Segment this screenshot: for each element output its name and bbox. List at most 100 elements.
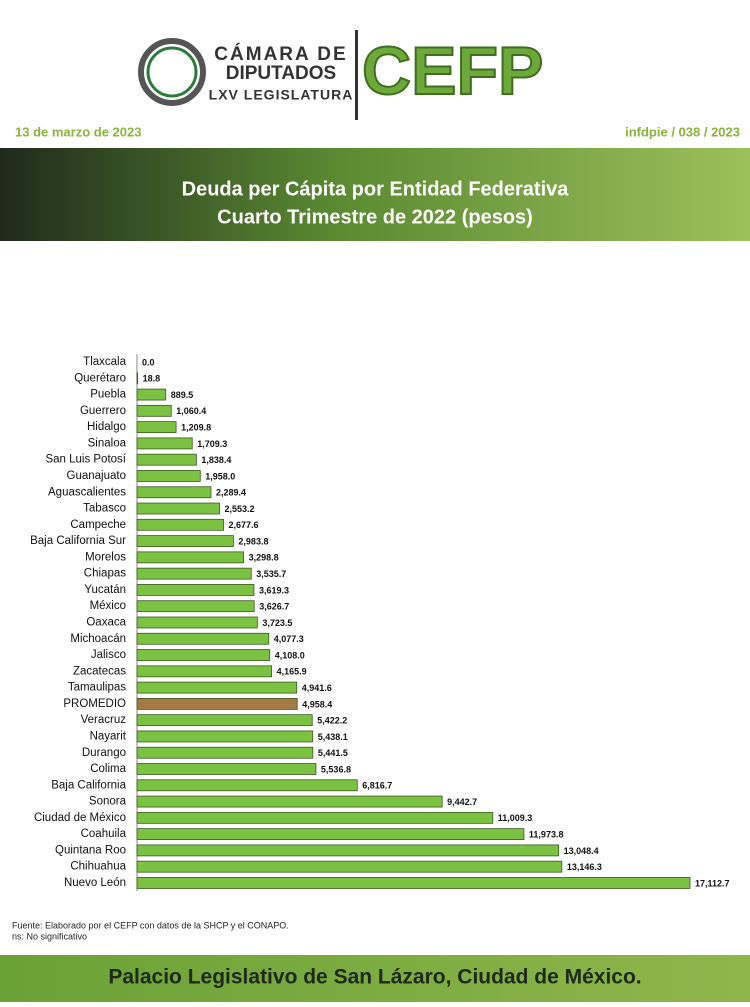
- y-tick-label: Guanajuato: [67, 470, 126, 482]
- y-tick-label: Chihuahua: [70, 861, 126, 873]
- y-tick-label: Coahuila: [81, 828, 127, 840]
- value-label: 9,442.7: [447, 797, 477, 807]
- value-label: 6,816.7: [362, 781, 392, 791]
- chart-title: Deuda per Cápita por Entidad Federativa: [182, 178, 570, 200]
- date: 13 de marzo de 2023: [15, 124, 141, 139]
- bar: [136, 535, 234, 547]
- value-label: 5,441.5: [318, 748, 348, 758]
- bar: [136, 665, 273, 678]
- bar: [136, 551, 245, 564]
- bar: [136, 730, 314, 743]
- bar: [136, 649, 271, 661]
- y-tick-label: Tlaxcala: [83, 356, 126, 368]
- value-label: 13,146.3: [567, 862, 602, 872]
- value-label: 5,536.8: [321, 764, 351, 774]
- bar: [136, 616, 258, 629]
- y-tick-label: Nayarit: [90, 730, 127, 742]
- bar: [136, 584, 255, 596]
- y-tick-label: Quintana Roo: [55, 844, 126, 856]
- y-tick-label: San Luis Potosí: [45, 454, 126, 466]
- bar: [136, 681, 298, 694]
- y-tick-label: Durango: [82, 747, 126, 759]
- y-tick-label: Yucatán: [84, 584, 126, 596]
- value-label: 3,626.7: [259, 602, 289, 612]
- value-label: 11,973.8: [529, 829, 564, 839]
- y-tick-label: Baja California: [51, 779, 126, 791]
- value-label: 3,298.8: [249, 553, 279, 563]
- y-tick-label: Hidalgo: [87, 421, 126, 433]
- value-label: 2,553.2: [225, 504, 255, 514]
- bar: [136, 860, 563, 873]
- y-tick-label: Sonora: [89, 796, 127, 808]
- bar: [136, 697, 298, 710]
- logo-text: LXV LEGISLATURA: [209, 87, 354, 103]
- note: ns: No significativo: [12, 931, 87, 941]
- divider: [355, 30, 358, 120]
- value-label: 13,048.4: [564, 846, 599, 856]
- bar: [136, 632, 270, 645]
- chart-subtitle: Cuarto Trimestre de 2022 (pesos): [217, 206, 533, 228]
- bar: [136, 746, 314, 759]
- value-label: 17,112.7: [695, 878, 730, 888]
- value-label: 2,677.6: [229, 520, 259, 530]
- logo-text: CÁMARA DE: [214, 43, 347, 65]
- value-label: 4,108.0: [275, 650, 305, 660]
- value-label: 4,958.4: [302, 699, 332, 709]
- value-label: 1,838.4: [201, 455, 231, 465]
- value-label: 1,709.3: [197, 439, 227, 449]
- value-label: 2,289.4: [216, 488, 246, 498]
- value-label: 4,941.6: [302, 683, 332, 693]
- value-label: 5,438.1: [318, 732, 348, 742]
- bar: [136, 486, 212, 499]
- footer-text: Palacio Legislativo de San Lázaro, Ciuda…: [108, 966, 641, 989]
- value-label: 1,209.8: [181, 422, 211, 432]
- logo-text: DIPUTADOS: [226, 63, 336, 84]
- value-label: 3,619.3: [259, 585, 289, 595]
- value-label: 3,535.7: [256, 569, 286, 579]
- y-tick-label: PROMEDIO: [63, 698, 126, 710]
- value-label: 0.0: [142, 357, 155, 367]
- footer-band: [0, 955, 750, 1002]
- bar: [136, 811, 494, 824]
- y-tick-label: Nuevo León: [64, 877, 126, 889]
- bar: [136, 844, 560, 857]
- value-label: 5,422.2: [317, 716, 347, 726]
- y-tick-label: Guerrero: [80, 405, 126, 417]
- reference: infdpie / 038 / 2023: [625, 124, 740, 139]
- bar: [136, 437, 193, 450]
- bar: [136, 470, 201, 482]
- logo-emblem: [138, 38, 206, 106]
- y-tick-label: Jalisco: [91, 649, 126, 661]
- y-tick-label: Colima: [90, 763, 126, 775]
- y-tick-label: Morelos: [85, 551, 126, 563]
- bar: [136, 567, 252, 580]
- value-label: 1,060.4: [176, 406, 206, 416]
- bar: [136, 877, 691, 889]
- y-tick-label: Aguascalientes: [48, 486, 126, 498]
- note: Fuente: Elaborado por el CEFP con datos …: [12, 920, 289, 930]
- bar: [136, 795, 443, 808]
- y-tick-label: Campeche: [70, 519, 126, 531]
- value-label: 18.8: [143, 374, 161, 384]
- value-label: 1,958.0: [205, 471, 235, 481]
- bar: [136, 828, 525, 841]
- bar: [136, 518, 224, 531]
- y-tick-label: Baja California Sur: [30, 535, 126, 547]
- bar: [136, 421, 177, 434]
- bar: [136, 404, 172, 417]
- plot: Tlaxcala 0.0 Querétaro 18.8 Puebla 889.5 Guerr…: [30, 354, 730, 891]
- bar: [136, 388, 167, 401]
- value-label: 4,165.9: [277, 667, 307, 677]
- y-tick-label: Sinaloa: [88, 437, 127, 449]
- bar: [136, 502, 220, 515]
- bar: [136, 372, 139, 385]
- y-tick-label: Zacatecas: [73, 665, 126, 677]
- y-tick-label: México: [90, 600, 126, 612]
- value-label: 889.5: [171, 390, 194, 400]
- y-tick-label: Ciudad de México: [34, 812, 126, 824]
- bar: [136, 763, 317, 775]
- value-label: 4,077.3: [274, 634, 304, 644]
- y-tick-label: Tabasco: [83, 503, 126, 515]
